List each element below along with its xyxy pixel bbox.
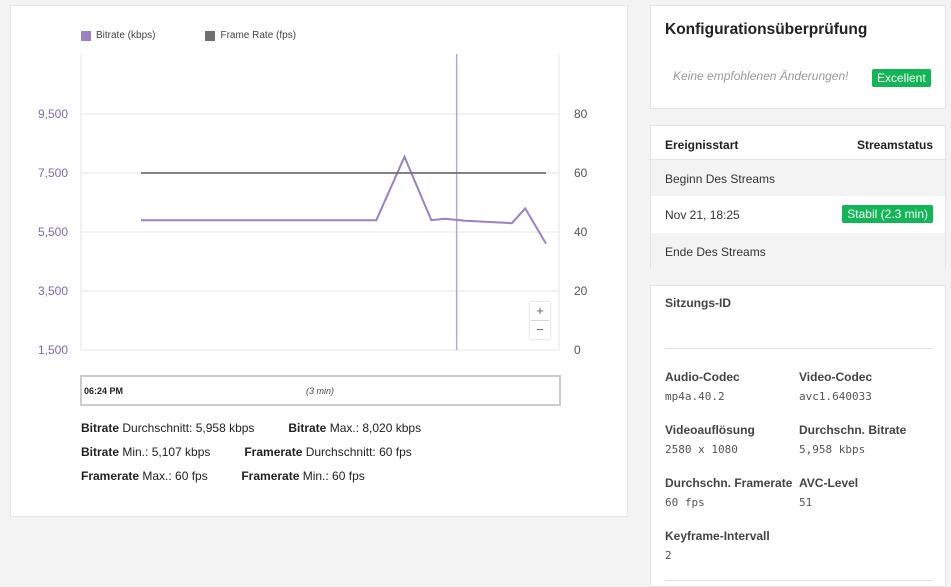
session-info-card: Sitzungs-ID Audio-Codec mp4a.40.2 Video-… <box>650 285 946 587</box>
legend-item-bitrate[interactable]: Bitrate (kbps) <box>81 30 155 41</box>
stat-bitrate-max: Bitrate Max.: 8,020 kbps <box>288 421 422 435</box>
video-resolution-label: Videoauflösung <box>665 423 755 437</box>
y-right-tick-label: 80 <box>574 107 588 121</box>
legend-bitrate-label: Bitrate (kbps) <box>96 30 156 41</box>
avg-framerate-value: 60 fps <box>665 496 705 509</box>
events-card: Ereignisstart Streamstatus Beginn Des St… <box>650 125 946 269</box>
stat-framerate-avg: Framerate Durchschnitt: 60 fps <box>244 445 412 459</box>
stats-row: Bitrate Min.: 5,107 kbps Framerate Durch… <box>81 444 421 468</box>
bitrate-framerate-chart[interactable]: 9,500 7,500 5,500 3,500 1,500 80 60 40 20 0 <box>11 6 629 376</box>
event-row: Beginn Des Streams <box>651 160 945 196</box>
stat-bitrate-avg: Bitrate Durchschnitt: 5,958 kbps <box>81 421 255 435</box>
event-text: Nov 21, 18:25 <box>665 208 740 222</box>
event-text: Beginn Des Streams <box>665 172 776 186</box>
avc-level-value: 51 <box>799 496 813 509</box>
stat-bitrate-min: Bitrate Min.: 5,107 kbps <box>81 445 211 459</box>
events-header: Ereignisstart Streamstatus <box>651 126 945 160</box>
video-codec-label: Video-Codec <box>799 370 873 384</box>
event-row: Nov 21, 18:25 Stabil (2.3 min) <box>651 196 945 232</box>
keyframe-interval-label: Keyframe-Intervall <box>665 529 770 543</box>
events-col-start: Ereignisstart <box>665 138 739 152</box>
stream-stats: Bitrate Durchschnitt: 5,958 kbps Bitrate… <box>81 420 421 492</box>
event-row: Ende Des Streams <box>651 233 945 269</box>
config-check-title: Konfigurationsüberprüfung <box>665 21 868 38</box>
session-id-label: Sitzungs-ID <box>665 296 731 310</box>
bitrate-swatch <box>81 30 91 41</box>
avg-bitrate-label: Durchschn. Bitrate <box>799 423 907 437</box>
divider <box>665 580 933 581</box>
stats-row: Framerate Max.: 60 fps Framerate Min.: 6… <box>81 468 421 492</box>
legend-item-framerate[interactable]: Frame Rate (fps) <box>205 30 296 41</box>
avc-level-label: AVC-Level <box>799 476 859 490</box>
excellent-badge: Excellent <box>872 69 931 87</box>
config-check-card: Konfigurationsüberprüfung Keine empfohle… <box>650 5 946 109</box>
zoom-in-button[interactable]: + <box>530 302 550 320</box>
bitrate-series-line <box>141 154 547 245</box>
y-left-tick-label: 9,500 <box>38 107 68 121</box>
audio-codec-value: mp4a.40.2 <box>665 390 725 403</box>
timeline-start-label: 06:24 PM <box>84 386 124 396</box>
legend-framerate-label: Frame Rate (fps) <box>220 30 297 41</box>
events-col-status: Streamstatus <box>856 138 933 152</box>
y-right-tick-label: 20 <box>574 284 588 298</box>
audio-codec-label: Audio-Codec <box>665 370 740 384</box>
y-left-tick-label: 5,500 <box>38 225 68 239</box>
chart-legend: Bitrate (kbps) Frame Rate (fps) <box>81 30 346 41</box>
avg-bitrate-value: 5,958 kbps <box>799 443 866 456</box>
zoom-out-button[interactable]: − <box>530 321 550 339</box>
video-codec-value: avc1.640033 <box>799 390 872 403</box>
timeline-duration-label: (3 min) <box>306 386 335 396</box>
timeline-navigator[interactable]: 06:24 PM (3 min) <box>80 375 561 406</box>
event-text: Ende Des Streams <box>665 245 766 259</box>
stats-row: Bitrate Durchschnitt: 5,958 kbps Bitrate… <box>81 420 421 444</box>
y-left-tick-label: 7,500 <box>38 166 68 180</box>
stabil-badge: Stabil (2.3 min) <box>842 205 933 223</box>
y-right-tick-label: 0 <box>574 343 581 357</box>
keyframe-interval-value: 2 <box>665 549 672 562</box>
divider <box>665 348 933 349</box>
config-check-message: Keine empfohlenen Änderungen! <box>673 69 849 83</box>
y-right-tick-label: 40 <box>574 225 588 239</box>
y-right-tick-label: 60 <box>574 166 588 180</box>
video-resolution-value: 2580 x 1080 <box>665 443 738 456</box>
stat-framerate-max: Framerate Max.: 60 fps <box>81 469 208 483</box>
y-left-tick-label: 3,500 <box>38 284 68 298</box>
stat-framerate-min: Framerate Min.: 60 fps <box>241 469 365 483</box>
avg-framerate-label: Durchschn. Framerate <box>665 476 793 490</box>
y-left-tick-label: 1,500 <box>38 343 68 357</box>
framerate-swatch <box>205 30 216 41</box>
stream-health-panel: Bitrate (kbps) Frame Rate (fps) 9,500 7,5… <box>10 5 628 517</box>
